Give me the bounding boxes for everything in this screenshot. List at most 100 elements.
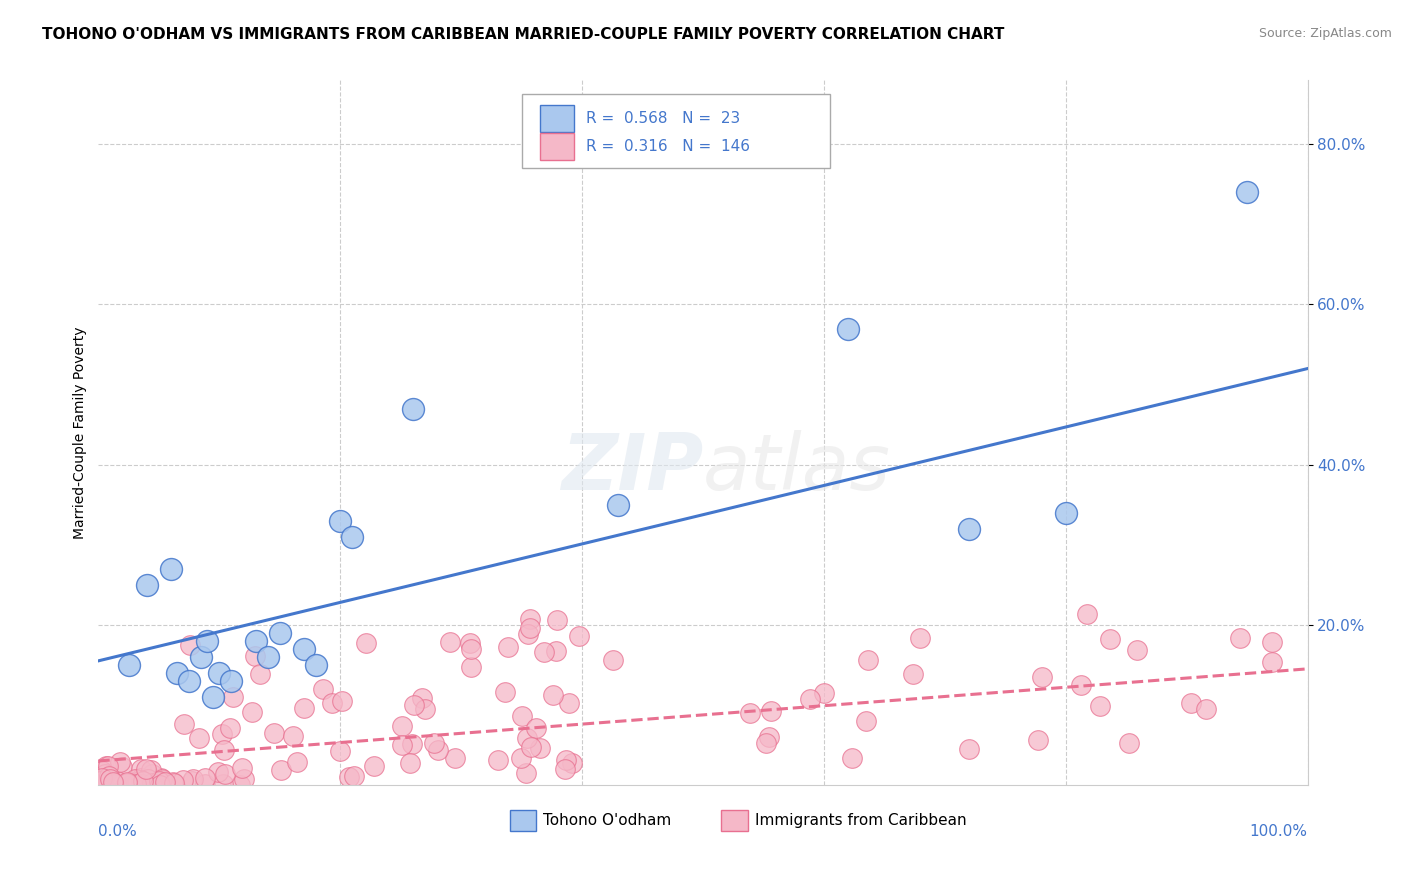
Point	[115, 776, 138, 790]
Point	[910, 631, 932, 645]
Point	[132, 773, 155, 788]
Point	[439, 635, 461, 649]
Point	[510, 708, 533, 723]
Point	[91, 764, 114, 778]
Point	[554, 762, 576, 776]
Point	[240, 705, 263, 719]
Point	[91, 774, 114, 789]
Point	[959, 742, 981, 756]
Point	[207, 765, 229, 780]
Point	[131, 762, 153, 776]
Point	[342, 530, 364, 544]
Point	[332, 694, 354, 708]
Point	[150, 773, 173, 788]
Point	[139, 764, 162, 778]
Text: atlas: atlas	[703, 430, 891, 506]
Point	[141, 776, 163, 790]
Point	[90, 772, 112, 787]
Point	[195, 633, 218, 648]
Point	[759, 705, 782, 719]
Point	[136, 772, 159, 786]
Point	[98, 772, 121, 787]
FancyBboxPatch shape	[509, 810, 536, 830]
Point	[124, 772, 146, 786]
Point	[194, 771, 217, 785]
Point	[1026, 733, 1049, 747]
Point	[111, 760, 134, 774]
Point	[233, 772, 256, 786]
Point	[172, 772, 194, 787]
Point	[155, 775, 177, 789]
Point	[557, 696, 579, 710]
Point	[363, 758, 385, 772]
Point	[101, 775, 124, 789]
Point	[231, 761, 253, 775]
Point	[305, 657, 328, 672]
Point	[561, 756, 583, 770]
Point	[799, 691, 821, 706]
Point	[181, 774, 204, 789]
Point	[329, 514, 352, 528]
Point	[146, 776, 169, 790]
Point	[263, 725, 285, 739]
Point	[181, 772, 204, 786]
Point	[1031, 670, 1053, 684]
Point	[494, 685, 516, 699]
Point	[460, 660, 482, 674]
Text: Source: ZipAtlas.com: Source: ZipAtlas.com	[1258, 27, 1392, 40]
Point	[90, 771, 112, 785]
Point	[841, 751, 863, 765]
Point	[132, 774, 155, 789]
Text: ZIP: ZIP	[561, 430, 703, 506]
Point	[458, 636, 481, 650]
Point	[179, 638, 201, 652]
Point	[173, 716, 195, 731]
Point	[97, 759, 120, 773]
Point	[391, 719, 413, 733]
FancyBboxPatch shape	[522, 95, 830, 169]
Point	[1076, 607, 1098, 622]
Point	[91, 771, 114, 785]
Point	[555, 753, 578, 767]
Point	[312, 681, 335, 696]
Point	[90, 774, 112, 789]
Point	[568, 629, 591, 643]
Point	[1261, 656, 1284, 670]
Point	[607, 498, 630, 512]
Point	[343, 769, 366, 783]
Point	[758, 730, 780, 744]
Point	[1261, 634, 1284, 648]
Point	[212, 777, 235, 791]
Text: TOHONO O'ODHAM VS IMMIGRANTS FROM CARIBBEAN MARRIED-COUPLE FAMILY POVERTY CORREL: TOHONO O'ODHAM VS IMMIGRANTS FROM CARIBB…	[42, 27, 1004, 42]
FancyBboxPatch shape	[721, 810, 748, 830]
Point	[1088, 699, 1111, 714]
Point	[190, 649, 212, 664]
Point	[529, 740, 551, 755]
Point	[152, 772, 174, 787]
Point	[202, 690, 225, 704]
Point	[755, 736, 778, 750]
Point	[166, 665, 188, 680]
Point	[245, 633, 267, 648]
Point	[160, 562, 183, 576]
Point	[194, 776, 217, 790]
Point	[486, 753, 509, 767]
Point	[117, 775, 139, 789]
Point	[96, 759, 118, 773]
FancyBboxPatch shape	[540, 133, 574, 160]
Point	[292, 701, 315, 715]
Text: 0.0%: 0.0%	[98, 823, 138, 838]
Point	[602, 653, 624, 667]
Point	[401, 737, 423, 751]
Text: 100.0%: 100.0%	[1250, 823, 1308, 838]
Point	[423, 736, 446, 750]
Point	[391, 738, 413, 752]
Point	[221, 673, 243, 688]
Point	[228, 778, 250, 792]
Point	[148, 774, 170, 789]
Point	[148, 778, 170, 792]
Point	[1070, 678, 1092, 692]
Point	[179, 673, 201, 688]
Point	[1229, 632, 1251, 646]
Point	[837, 321, 859, 335]
